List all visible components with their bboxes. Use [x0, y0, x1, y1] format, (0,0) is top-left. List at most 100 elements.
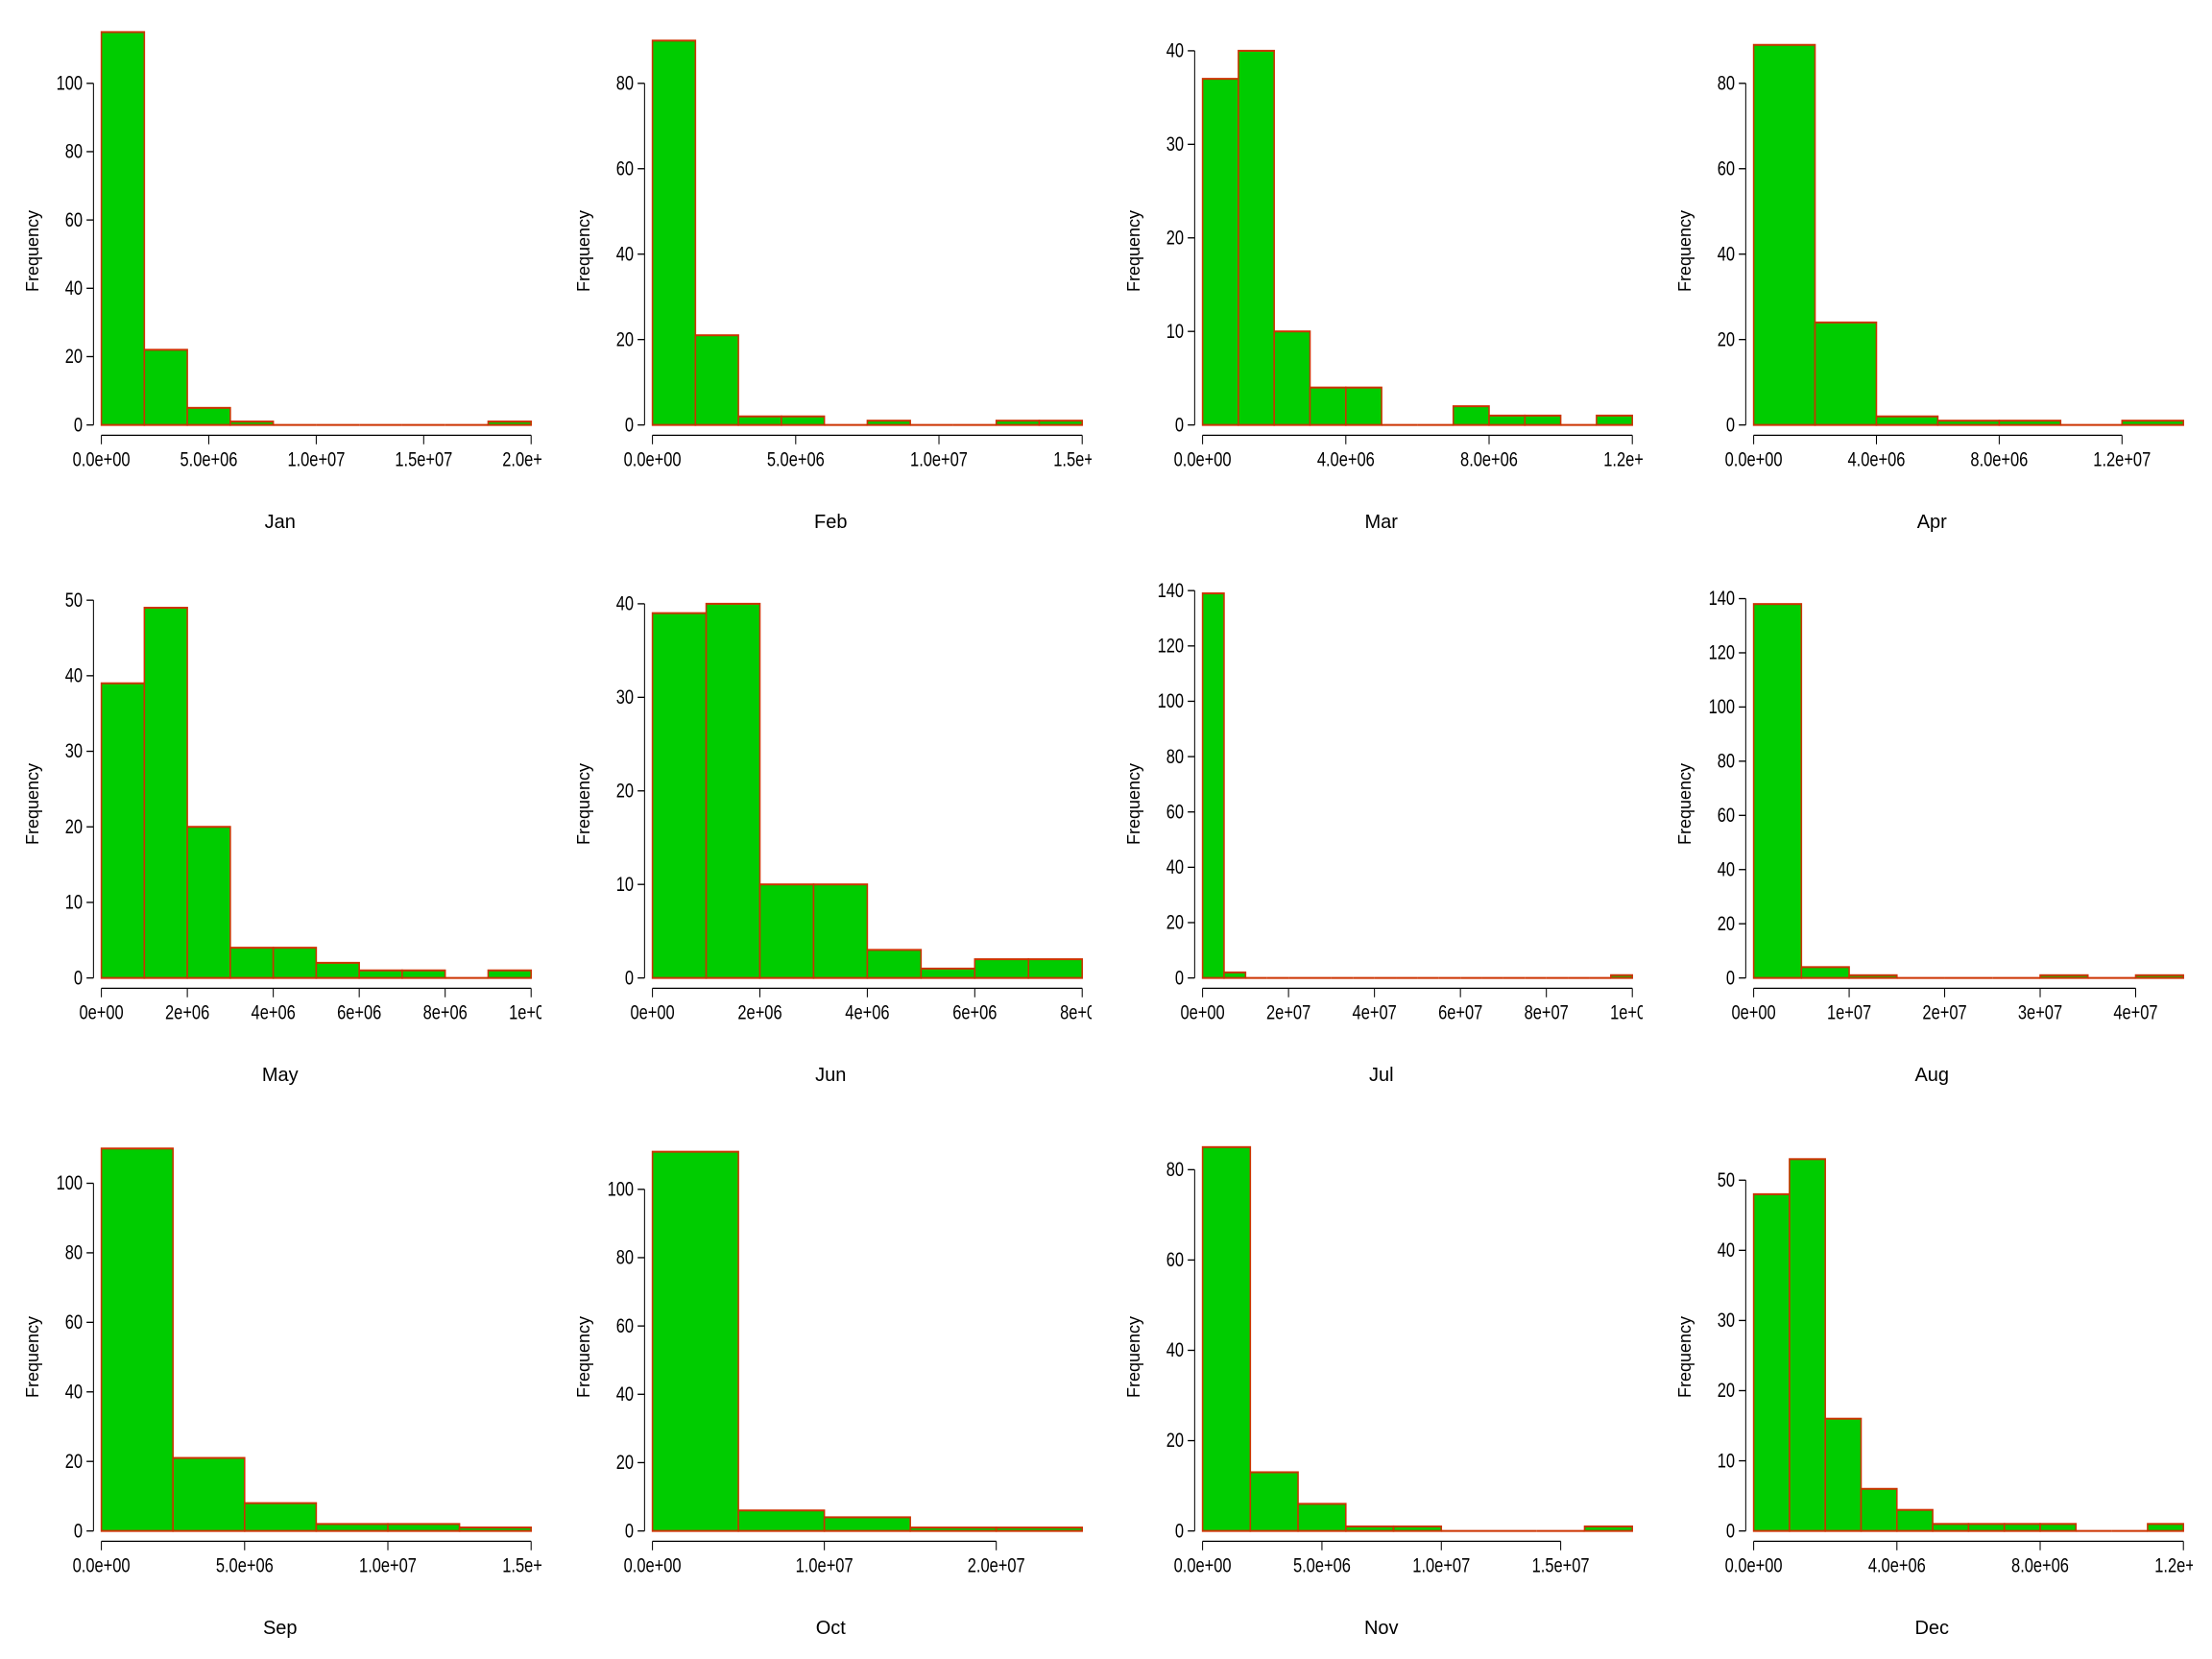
- y-tick-label: 20: [1717, 1380, 1734, 1403]
- x-tick-label: 1.5e+07: [395, 449, 452, 472]
- y-axis-label: Frequency: [1120, 572, 1148, 1036]
- y-tick-label: 60: [1166, 801, 1184, 824]
- x-axis-label: Jun: [570, 1065, 1093, 1087]
- y-tick-label: 20: [615, 781, 633, 804]
- x-tick-label: 0.0e+00: [1724, 1555, 1782, 1578]
- histogram-bar: [1489, 416, 1525, 425]
- histogram-bar: [488, 421, 531, 425]
- panel-sep: Frequency0.0e+005.0e+061.0e+071.5e+07020…: [19, 1125, 541, 1640]
- x-tick-label: 8e+07: [1525, 1002, 1569, 1025]
- x-tick-label: 5.0e+06: [180, 449, 238, 472]
- y-tick-label: 40: [1717, 243, 1734, 266]
- x-tick-label: 4.0e+06: [1317, 449, 1375, 472]
- y-tick-label: 0: [624, 414, 633, 437]
- histogram-bar: [1753, 1194, 1789, 1531]
- histogram-bar: [274, 948, 317, 977]
- x-axis-label: Feb: [570, 512, 1093, 534]
- panel-apr: Frequency0.0e+004.0e+068.0e+061.2e+07020…: [1671, 19, 2194, 534]
- histogram-bar: [1525, 416, 1560, 425]
- histogram-bar: [921, 969, 974, 978]
- y-axis-label: Frequency: [570, 572, 598, 1036]
- y-tick-label: 30: [615, 686, 633, 709]
- y-tick-label: 0: [624, 967, 633, 990]
- y-tick-label: 120: [1708, 642, 1734, 665]
- histogram-bar: [1896, 1510, 1932, 1531]
- histogram-bar: [2004, 1524, 2039, 1530]
- y-axis-label: Frequency: [1120, 19, 1148, 483]
- y-axis-label: Frequency: [19, 19, 47, 483]
- x-tick-label: 2.0e+07: [502, 449, 541, 472]
- histogram-bar: [1238, 51, 1274, 425]
- histogram-bar: [1753, 45, 1815, 425]
- x-tick-label: 0.0e+00: [73, 1555, 131, 1578]
- y-tick-label: 60: [65, 209, 83, 232]
- histogram-bar: [996, 421, 1039, 424]
- x-tick-label: 2e+06: [737, 1002, 781, 1025]
- y-tick-label: 80: [1717, 73, 1734, 96]
- x-tick-label: 0e+00: [79, 1002, 123, 1025]
- histogram-bar: [1815, 323, 1876, 425]
- histogram-bar: [1203, 1147, 1251, 1531]
- y-tick-label: 10: [1166, 321, 1184, 344]
- x-tick-label: 0.0e+00: [1174, 449, 1232, 472]
- histogram-bar: [1849, 975, 1897, 978]
- histogram-grid: Frequency 0.0e+00 5.0e+06 1.0e+07 1.5e+07 2.0…: [19, 19, 2193, 1640]
- histogram-bar: [652, 40, 695, 424]
- x-tick-label: 1.0e+07: [287, 449, 345, 472]
- histogram-bar: [738, 1510, 825, 1530]
- x-tick-label: 2e+07: [1266, 1002, 1310, 1025]
- y-tick-label: 40: [1166, 40, 1184, 63]
- y-tick-label: 100: [57, 1172, 83, 1195]
- x-tick-label: 4.0e+06: [1867, 1555, 1925, 1578]
- y-tick-label: 20: [65, 1451, 83, 1474]
- histogram-bar: [230, 948, 274, 977]
- y-tick-label: 50: [65, 589, 83, 613]
- y-tick-label: 100: [57, 73, 83, 96]
- histogram-bar: [1203, 593, 1224, 978]
- histogram-bar: [144, 349, 187, 424]
- y-tick-label: 50: [1717, 1169, 1734, 1192]
- panel-dec: Frequency0.0e+004.0e+068.0e+061.2e+07010…: [1671, 1125, 2194, 1640]
- histogram-bar: [738, 417, 781, 425]
- y-tick-label: 0: [74, 414, 83, 437]
- histogram-bar: [1203, 79, 1238, 424]
- histogram-bar: [245, 1503, 317, 1531]
- x-tick-label: 0.0e+00: [1724, 449, 1782, 472]
- histogram-bar: [1968, 1524, 2004, 1530]
- x-tick-label: 8.0e+06: [1460, 449, 1518, 472]
- x-tick-label: 0.0e+00: [623, 449, 681, 472]
- x-tick-label: 1e+08: [1610, 1002, 1642, 1025]
- histogram-bar: [173, 1458, 245, 1531]
- x-axis-label: Dec: [1671, 1618, 2194, 1640]
- y-tick-label: 60: [1166, 1249, 1184, 1272]
- x-tick-label: 0e+00: [630, 1002, 674, 1025]
- histogram-bar: [1454, 406, 1489, 424]
- x-axis-label: Sep: [19, 1618, 541, 1640]
- x-tick-label: 0.0e+00: [1174, 1555, 1232, 1578]
- histogram-bar: [402, 971, 445, 978]
- y-tick-label: 0: [1725, 1520, 1734, 1543]
- y-tick-label: 40: [1717, 858, 1734, 881]
- x-tick-label: 1.2e+07: [2093, 449, 2151, 472]
- x-tick-label: 4e+07: [2113, 1002, 2157, 1025]
- x-tick-label: 4e+06: [845, 1002, 889, 1025]
- x-tick-label: 0.0e+00: [623, 1555, 681, 1578]
- y-tick-label: 20: [1717, 328, 1734, 351]
- y-tick-label: 80: [615, 1247, 633, 1270]
- panel-nov: Frequency0.0e+005.0e+061.0e+071.5e+07020…: [1120, 1125, 1643, 1640]
- x-tick-label: 0e+00: [1180, 1002, 1224, 1025]
- x-axis-label: Nov: [1120, 1618, 1643, 1640]
- x-tick-label: 2.0e+07: [967, 1555, 1024, 1578]
- y-tick-label: 20: [65, 346, 83, 369]
- panel-jul: Frequency0e+002e+074e+076e+078e+071e+080…: [1120, 572, 1643, 1087]
- y-axis-label: Frequency: [19, 572, 47, 1036]
- histogram-bar: [813, 884, 867, 977]
- histogram-bar: [1876, 417, 1937, 425]
- histogram-bar: [1789, 1159, 1824, 1530]
- y-tick-label: 10: [615, 874, 633, 897]
- y-tick-label: 40: [65, 277, 83, 301]
- histogram-bar: [1861, 1489, 1896, 1531]
- y-tick-label: 0: [1175, 967, 1184, 990]
- histogram-bar: [1394, 1527, 1442, 1531]
- histogram-bar: [1039, 421, 1082, 424]
